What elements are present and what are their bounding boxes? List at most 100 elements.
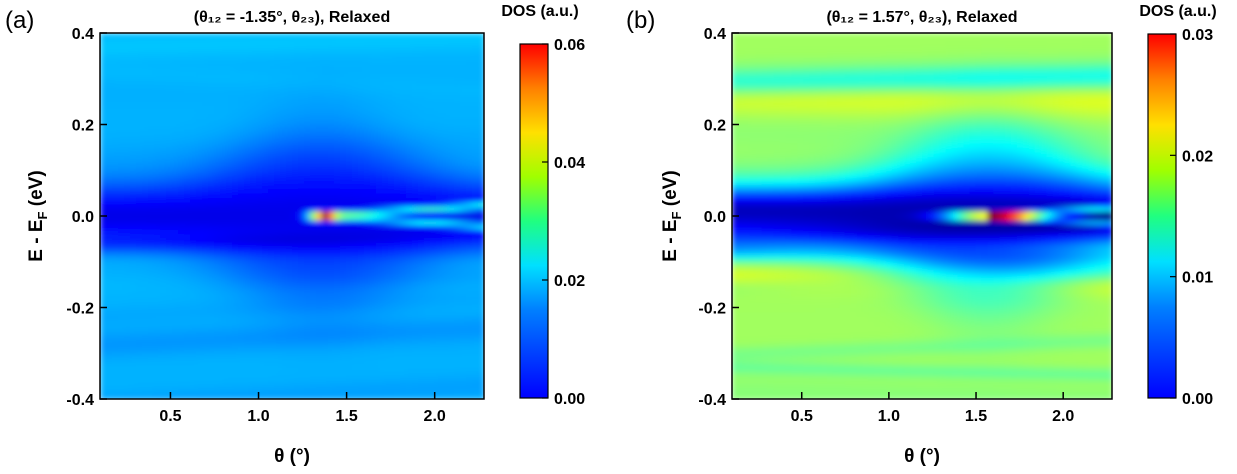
- heatmap-cell: [124, 92, 131, 99]
- heatmap-cell: [340, 380, 347, 387]
- heatmap-cell: [220, 202, 227, 208]
- heatmap-cell: [142, 225, 149, 231]
- heatmap-cell: [388, 330, 395, 336]
- heatmap-cell: [376, 69, 383, 76]
- heatmap-cell: [118, 298, 125, 304]
- heatmap-cell: [340, 37, 347, 44]
- heatmap-cell: [172, 266, 179, 272]
- heatmap-cell: [370, 74, 377, 80]
- heatmap-cell: [154, 339, 161, 346]
- heatmap-cell: [346, 188, 353, 195]
- heatmap-cell: [154, 266, 161, 272]
- heatmap-cell: [358, 119, 365, 126]
- heatmap-cell: [112, 353, 119, 359]
- heatmap-cell: [106, 188, 113, 195]
- heatmap-cell: [112, 106, 119, 112]
- heatmap-cell: [340, 366, 347, 373]
- heatmap-cell: [454, 161, 461, 167]
- heatmap-cell: [304, 119, 311, 126]
- heatmap-cell: [448, 334, 455, 341]
- heatmap-cell: [250, 129, 257, 135]
- heatmap-cell: [352, 339, 359, 346]
- heatmap-cell: [388, 234, 395, 240]
- heatmap-cell: [334, 69, 341, 76]
- heatmap-cell: [394, 389, 401, 396]
- heatmap-cell: [442, 142, 449, 149]
- heatmap-cell: [340, 252, 347, 259]
- heatmap-cell: [250, 188, 257, 195]
- heatmap-cell: [100, 234, 107, 240]
- heatmap-cell: [418, 55, 425, 62]
- heatmap-cell: [124, 257, 131, 263]
- heatmap-cell: [190, 129, 197, 135]
- heatmap-cell: [166, 334, 173, 341]
- heatmap-cell: [304, 97, 311, 103]
- heatmap-cell: [472, 138, 479, 144]
- heatmap-cell: [304, 289, 311, 295]
- heatmap-cell: [106, 65, 113, 71]
- heatmap-cell: [154, 138, 161, 144]
- heatmap-cell: [292, 284, 299, 291]
- heatmap-cell: [358, 37, 365, 44]
- heatmap-cell: [130, 183, 137, 190]
- heatmap-cell: [454, 385, 461, 391]
- heatmap-cell: [292, 216, 299, 222]
- heatmap-cell: [124, 316, 131, 323]
- heatmap-cell: [184, 110, 191, 117]
- heatmap-cell: [256, 170, 263, 176]
- heatmap-cell: [184, 275, 191, 282]
- heatmap-cell: [292, 312, 299, 318]
- heatmap-cell: [334, 174, 341, 181]
- heatmap-cell: [274, 376, 281, 382]
- heatmap-cell: [460, 51, 467, 57]
- heatmap-cell: [280, 312, 287, 318]
- heatmap-cell: [364, 243, 371, 250]
- heatmap-cell: [388, 101, 395, 108]
- heatmap-cell: [298, 385, 305, 391]
- heatmap-cell: [190, 133, 197, 140]
- heatmap-cell: [256, 119, 263, 126]
- heatmap-cell: [244, 348, 251, 355]
- heatmap-cell: [124, 151, 131, 158]
- heatmap-cell: [148, 280, 155, 286]
- heatmap-cell: [232, 302, 239, 309]
- heatmap-cell: [436, 174, 443, 181]
- heatmap-cell: [142, 165, 149, 172]
- heatmap-cell: [196, 170, 203, 176]
- heatmap-cell: [334, 183, 341, 190]
- heatmap-cell: [148, 69, 155, 76]
- heatmap-cell: [322, 101, 329, 108]
- heatmap-cell: [406, 142, 413, 149]
- heatmap-cell: [376, 266, 383, 272]
- heatmap-cell: [220, 78, 227, 85]
- heatmap-cell: [310, 197, 317, 204]
- heatmap-cell: [196, 216, 203, 222]
- heatmap-cell: [280, 275, 287, 282]
- heatmap-cell: [430, 284, 437, 291]
- heatmap-cell: [166, 312, 173, 318]
- heatmap-cell: [100, 119, 107, 126]
- heatmap-cell: [292, 119, 299, 126]
- heatmap-cell: [250, 83, 257, 89]
- heatmap-cell: [406, 106, 413, 112]
- heatmap-cell: [412, 216, 419, 222]
- heatmap-cell: [220, 206, 227, 213]
- heatmap-cell: [274, 87, 281, 94]
- heatmap-cell: [166, 78, 173, 85]
- heatmap-cell: [322, 238, 329, 245]
- heatmap-cell: [364, 156, 371, 163]
- heatmap-cell: [232, 110, 239, 117]
- heatmap-cell: [466, 316, 473, 323]
- heatmap-cell: [262, 366, 269, 373]
- heatmap-cell: [154, 293, 161, 300]
- heatmap-cell: [190, 216, 197, 222]
- heatmap-cell: [460, 37, 467, 44]
- heatmap-cell: [418, 366, 425, 373]
- heatmap-cell: [280, 165, 287, 172]
- heatmap-cell: [376, 115, 383, 121]
- heatmap-cell: [448, 206, 455, 213]
- heatmap-cell: [214, 106, 221, 112]
- heatmap-cell: [166, 202, 173, 208]
- heatmap-cell: [430, 234, 437, 240]
- heatmap-cell: [178, 37, 185, 44]
